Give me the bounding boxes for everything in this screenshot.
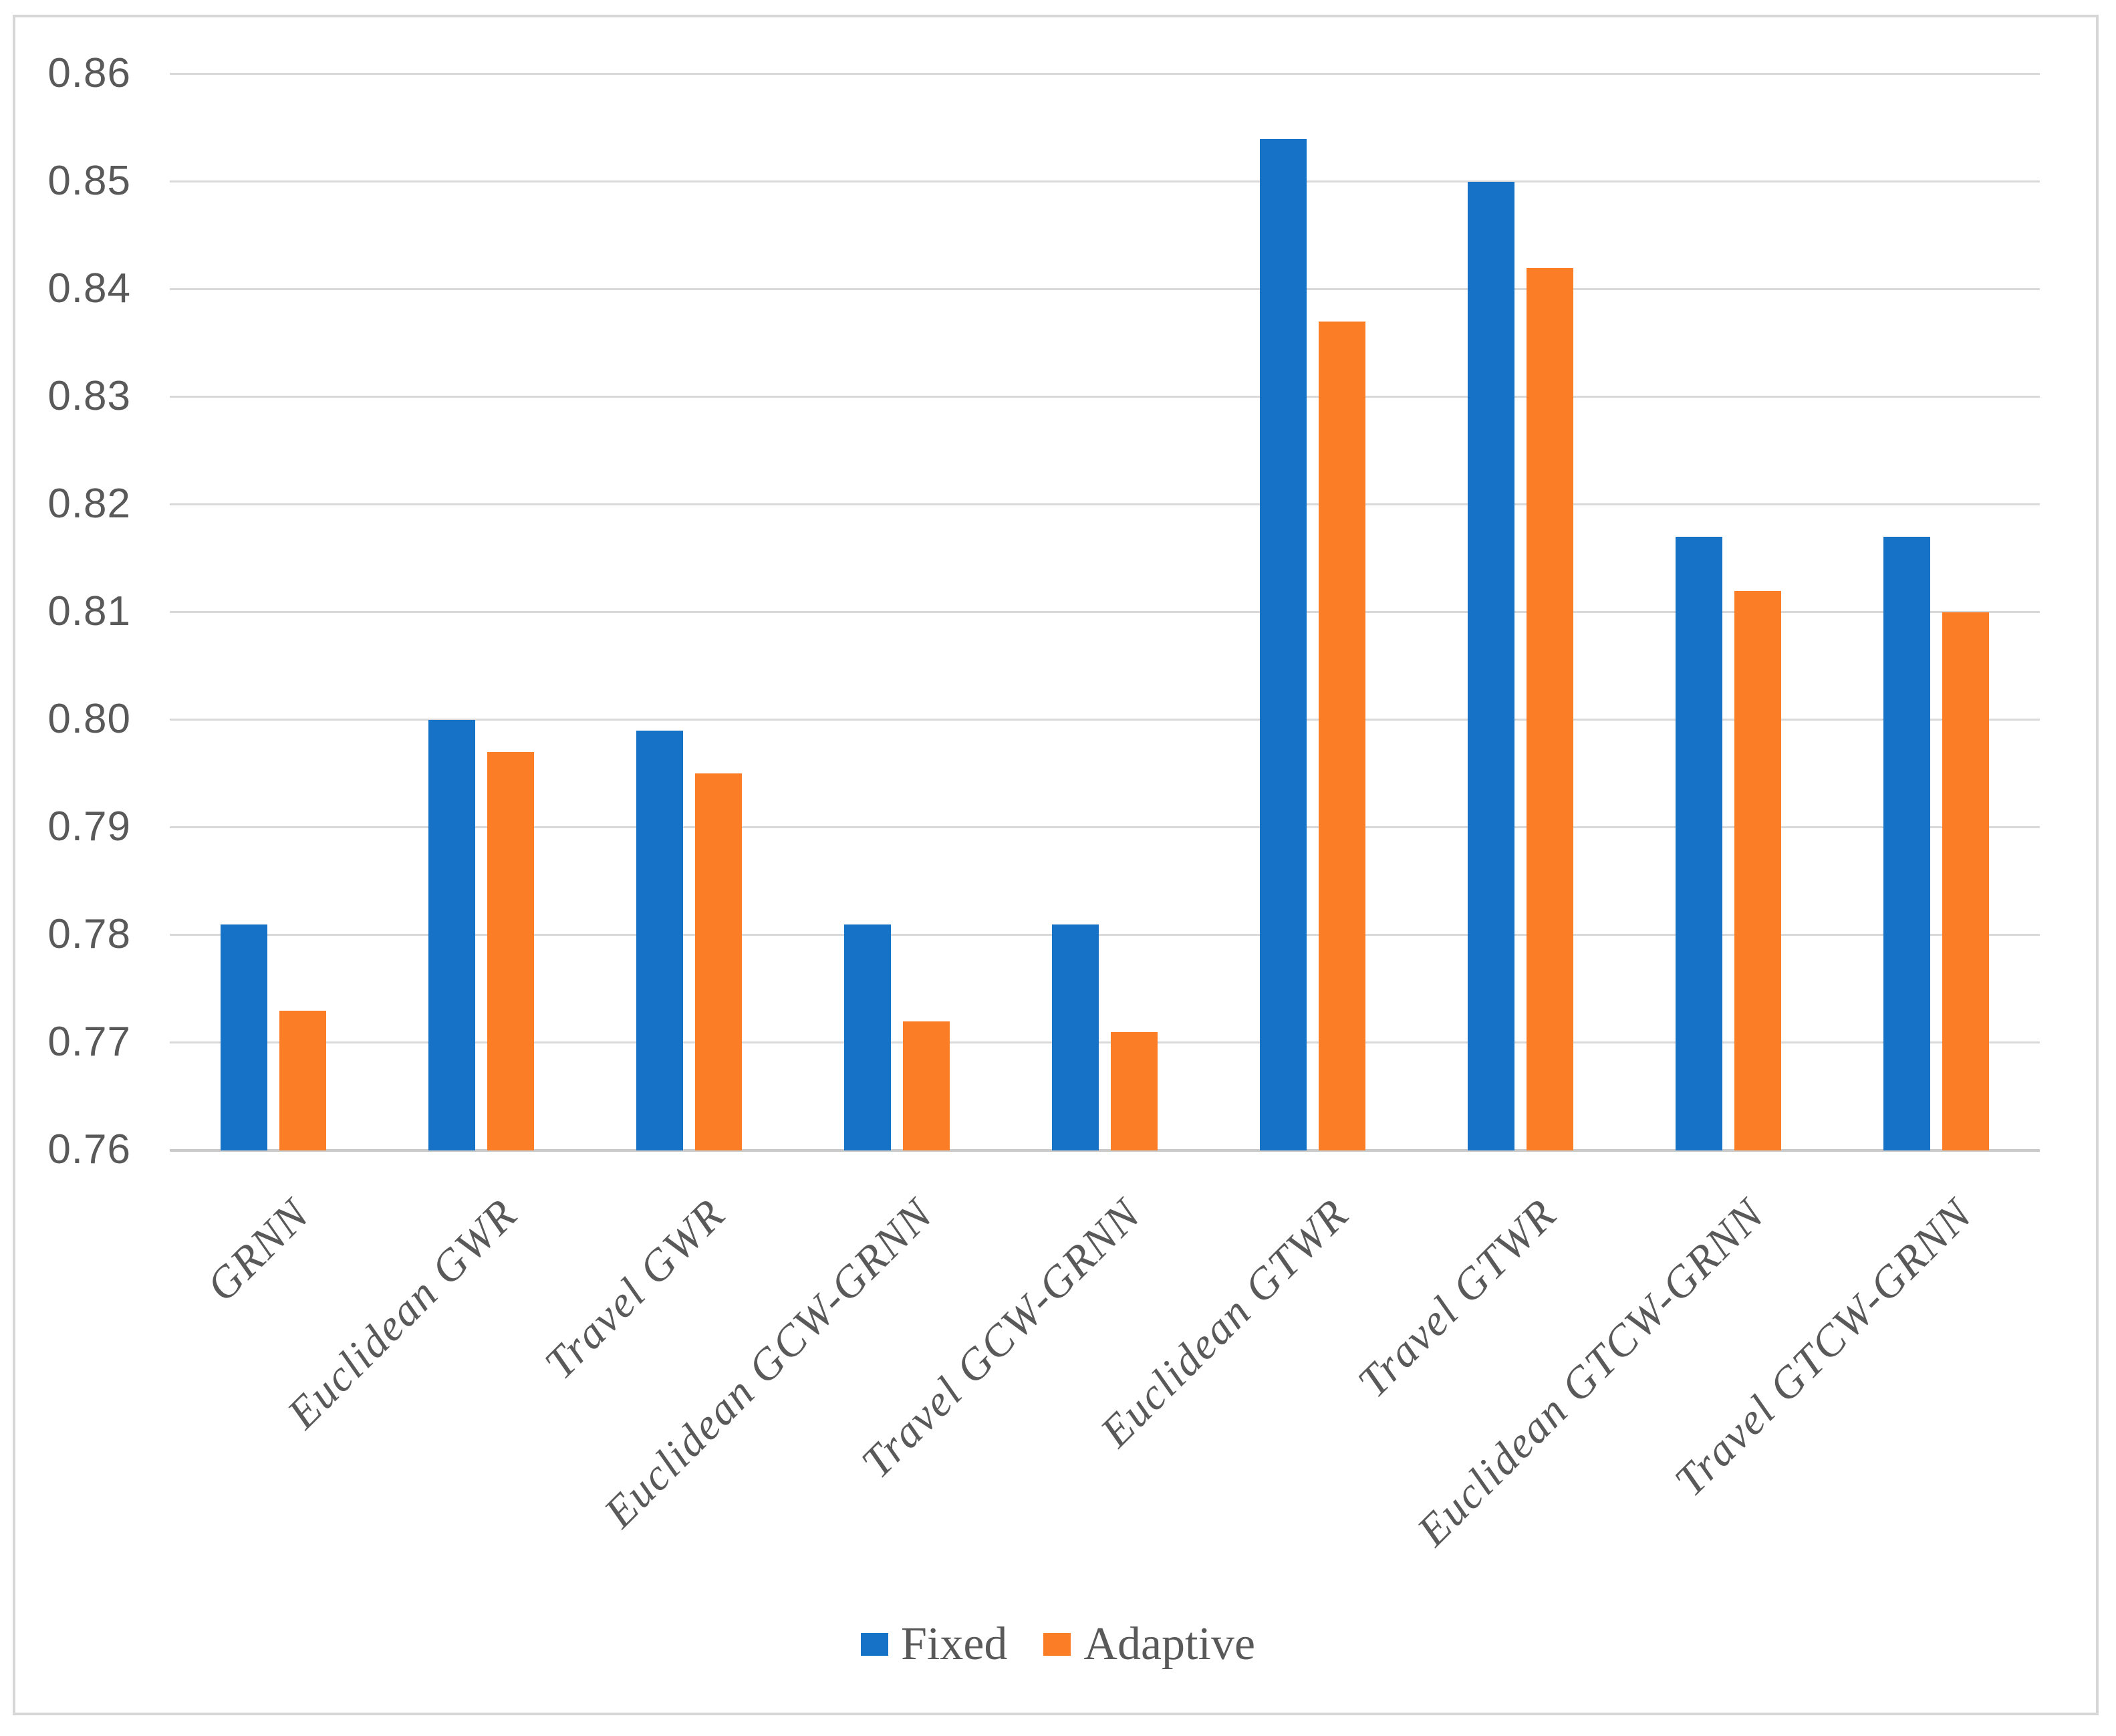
bar-adaptive-travel-gwr: [695, 773, 742, 1150]
legend-label-fixed: Fixed: [900, 1618, 1008, 1670]
bar-fixed-travel-gtcw-grnn: [1883, 537, 1930, 1150]
y-tick-label-0.78: 0.78: [47, 911, 131, 957]
x-axis-line: [170, 1149, 2040, 1152]
y-tick-label-0.77: 0.77: [47, 1019, 131, 1065]
gridline-0.80: [170, 719, 2040, 721]
legend-item-adaptive: Adaptive: [1043, 1618, 1255, 1671]
gridline-0.85: [170, 180, 2040, 182]
gridline-0.86: [170, 73, 2040, 75]
gridline-0.83: [170, 396, 2040, 398]
y-tick-label-0.76: 0.76: [47, 1126, 131, 1172]
legend: Fixed Adaptive: [0, 1617, 2116, 1672]
bar-adaptive-euclidean-gtcw-grnn: [1734, 591, 1781, 1150]
y-tick-label-0.79: 0.79: [47, 803, 131, 850]
bar-fixed-grnn: [221, 924, 267, 1150]
gridline-0.78: [170, 934, 2040, 936]
bar-adaptive-travel-gcw-grnn: [1111, 1032, 1158, 1150]
legend-marker-adaptive: [1043, 1633, 1071, 1656]
gridline-0.84: [170, 288, 2040, 290]
y-tick-label-0.82: 0.82: [47, 481, 131, 527]
bar-adaptive-travel-gtwr: [1527, 268, 1573, 1150]
bar-adaptive-euclidean-gtwr: [1319, 322, 1365, 1150]
bar-adaptive-grnn: [279, 1011, 326, 1150]
legend-marker-fixed: [860, 1633, 888, 1656]
bar-adaptive-travel-gtcw-grnn: [1942, 612, 1989, 1150]
y-tick-label-0.80: 0.80: [47, 696, 131, 742]
y-tick-label-0.85: 0.85: [47, 158, 131, 204]
gridline-0.77: [170, 1041, 2040, 1043]
bar-fixed-euclidean-gtcw-grnn: [1676, 537, 1722, 1150]
legend-label-adaptive: Adaptive: [1083, 1618, 1256, 1670]
bar-fixed-travel-gtwr: [1468, 182, 1514, 1150]
y-tick-label-0.81: 0.81: [47, 588, 131, 634]
bar-fixed-euclidean-gcw-grnn: [844, 924, 891, 1150]
gridline-0.82: [170, 503, 2040, 505]
bar-fixed-euclidean-gtwr: [1260, 139, 1307, 1150]
y-tick-label-0.83: 0.83: [47, 373, 131, 419]
bar-fixed-travel-gwr: [636, 731, 683, 1150]
y-tick-label-0.86: 0.86: [47, 50, 131, 96]
bar-adaptive-euclidean-gwr: [487, 752, 534, 1150]
legend-item-fixed: Fixed: [860, 1618, 1008, 1671]
bar-fixed-travel-gcw-grnn: [1052, 924, 1099, 1150]
bar-adaptive-euclidean-gcw-grnn: [903, 1021, 950, 1150]
gridline-0.81: [170, 611, 2040, 613]
gridline-0.79: [170, 826, 2040, 828]
bar-fixed-euclidean-gwr: [428, 720, 475, 1150]
y-tick-label-0.84: 0.84: [47, 265, 131, 312]
